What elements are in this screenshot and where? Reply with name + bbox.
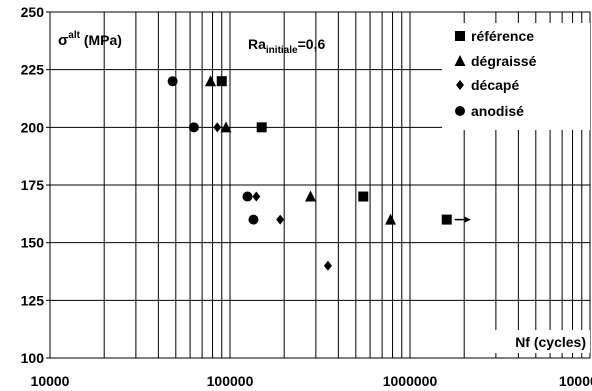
circle-marker [248, 214, 259, 225]
x-tick-label: 10000 [31, 373, 70, 389]
y-tick-label: 200 [21, 119, 45, 135]
y-axis-label-unit: (MPa) [80, 32, 122, 48]
x-tick-label: 1000000 [383, 373, 438, 389]
roughness-annotation-subscript: initiale [266, 45, 298, 56]
roughness-annotation: Rainitiale=0,6 [248, 36, 325, 56]
x-axis-label-background [491, 330, 590, 353]
legend-circle-marker [455, 106, 465, 116]
legend-triangle-marker [454, 55, 466, 66]
triangle-marker [205, 75, 217, 87]
roughness-annotation-main: Ra [248, 36, 266, 52]
legend-entry-label: anodisé [471, 103, 524, 119]
y-tick-label: 250 [21, 4, 45, 20]
circle-marker [167, 76, 178, 87]
legend-square-marker [455, 31, 465, 41]
y-axis-label: σalt (MPa) [58, 30, 122, 49]
y-tick-label: 225 [21, 62, 45, 78]
square-marker [256, 122, 267, 133]
legend-entry-label: référence [471, 28, 534, 44]
legend-entry-label: dégraissé [471, 53, 537, 69]
diamond-marker [323, 260, 332, 271]
x-tick-label: 10000000 [559, 373, 592, 389]
x-tick-labels: 10000 100000 1000000 10000000 [31, 373, 592, 389]
legend-entry-label: décapé [471, 77, 519, 93]
diamond-marker [276, 214, 285, 225]
y-tick-label: 150 [21, 235, 45, 251]
legend-diamond-marker [456, 80, 464, 90]
y-axis-label-symbol: σ [58, 32, 68, 49]
x-axis-label: Nf (cycles) [515, 334, 586, 350]
triangle-marker [220, 121, 232, 133]
diamond-marker [252, 191, 261, 202]
legend-box [442, 23, 590, 130]
square-marker [441, 214, 452, 225]
y-tick-label: 100 [21, 350, 45, 366]
square-marker [358, 191, 369, 202]
diamond-marker [213, 122, 222, 133]
data-markers [167, 75, 471, 271]
circle-marker [242, 191, 253, 202]
y-tick-label: 125 [21, 292, 45, 308]
y-axis-label-superscript: alt [68, 30, 80, 41]
x-tick-label: 100000 [207, 373, 254, 389]
y-tick-label: 175 [21, 177, 45, 193]
runout-arrow-head [464, 216, 471, 223]
triangle-marker [304, 190, 316, 202]
legend: référence dégraissé décapé anodisé [454, 28, 537, 119]
square-marker [216, 76, 227, 87]
circle-marker [188, 122, 199, 133]
roughness-annotation-value: =0,6 [298, 36, 326, 52]
triangle-marker [385, 213, 397, 225]
y-tick-labels: 100 125 150 175 200 225 250 [21, 4, 50, 366]
